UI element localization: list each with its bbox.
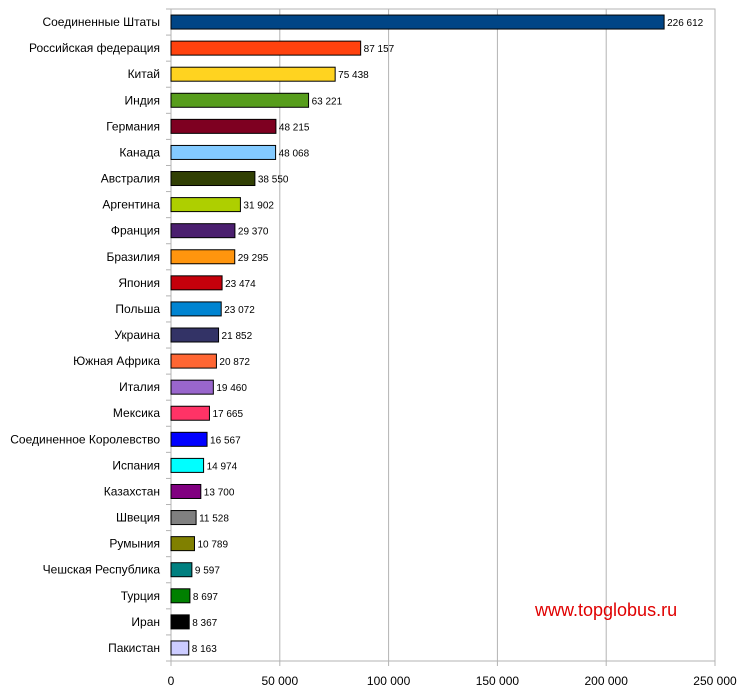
value-label: 8 367 <box>192 618 217 629</box>
value-label: 29 295 <box>238 253 269 264</box>
category-label: Польша <box>115 302 160 316</box>
x-tick-label: 200 000 <box>585 674 629 688</box>
bar <box>170 66 336 82</box>
bar <box>170 405 210 421</box>
category-label: Канада <box>119 145 160 159</box>
value-label: 9 597 <box>195 566 220 577</box>
value-label: 23 474 <box>225 279 256 290</box>
bar <box>170 614 190 630</box>
category-label: Казахстан <box>104 484 160 498</box>
x-tick-label: 100 000 <box>367 674 411 688</box>
x-tick-label: 50 000 <box>261 674 298 688</box>
value-label: 13 700 <box>204 487 235 498</box>
category-label: Швеция <box>116 511 160 525</box>
category-label: Чешская Республика <box>43 563 161 577</box>
category-label: Испания <box>112 458 160 472</box>
bar <box>170 223 236 239</box>
bar <box>170 249 236 265</box>
category-label: Турция <box>121 589 160 603</box>
bar <box>170 640 190 656</box>
value-label: 75 438 <box>338 70 369 81</box>
value-label: 226 612 <box>667 18 704 29</box>
bar <box>170 144 277 160</box>
x-tick-label: 0 <box>168 674 175 688</box>
category-label: Румыния <box>109 537 160 551</box>
value-label: 19 460 <box>216 383 247 394</box>
x-tick-label: 250 000 <box>693 674 737 688</box>
bar <box>170 118 277 134</box>
bar <box>170 275 223 291</box>
value-label: 10 789 <box>197 540 228 551</box>
bar <box>170 327 220 343</box>
value-label: 23 072 <box>224 305 255 316</box>
value-label: 8 697 <box>193 592 218 603</box>
category-label: Германия <box>106 119 160 133</box>
value-label: 29 370 <box>238 227 269 238</box>
bar <box>170 301 222 317</box>
value-label: 8 163 <box>192 644 217 655</box>
category-label: Южная Африка <box>73 354 160 368</box>
category-label: Мексика <box>113 406 160 420</box>
bar <box>170 431 208 447</box>
category-label: Соединенные Штаты <box>42 15 160 29</box>
bar <box>170 588 191 604</box>
bar <box>170 40 362 56</box>
bar <box>170 14 665 30</box>
value-label: 17 665 <box>212 409 243 420</box>
category-label: Иран <box>131 615 160 629</box>
category-label: Пакистан <box>108 641 160 655</box>
value-label: 48 068 <box>279 148 310 159</box>
bar <box>170 510 197 526</box>
category-label: Украина <box>114 328 160 342</box>
bar <box>170 171 256 187</box>
bar <box>170 353 217 369</box>
value-label: 16 567 <box>210 435 241 446</box>
watermark: www.topglobus.ru <box>535 600 678 620</box>
category-label: Япония <box>118 276 160 290</box>
x-tick-label: 150 000 <box>476 674 520 688</box>
category-label: Индия <box>125 93 160 107</box>
value-label: 20 872 <box>219 357 250 368</box>
category-label: Италия <box>119 380 160 394</box>
value-label: 38 550 <box>258 175 289 186</box>
category-label: Бразилия <box>107 250 161 264</box>
category-label: Китай <box>128 67 160 81</box>
value-label: 48 215 <box>279 122 310 133</box>
value-label: 21 852 <box>222 331 253 342</box>
bar <box>170 457 205 473</box>
category-label: Российская федерация <box>29 41 160 55</box>
bar <box>170 562 193 578</box>
value-label: 11 528 <box>199 514 229 525</box>
bar <box>170 483 202 499</box>
bar <box>170 92 310 108</box>
bar <box>170 197 241 213</box>
category-label: Соединенное Королевство <box>10 432 160 446</box>
value-label: 14 974 <box>207 461 238 472</box>
category-label: Аргентина <box>102 198 160 212</box>
category-label: Франция <box>111 224 160 238</box>
bar <box>170 536 195 552</box>
bar <box>170 379 214 395</box>
category-label: Австралия <box>101 172 160 186</box>
value-label: 87 157 <box>364 44 395 55</box>
value-label: 63 221 <box>312 96 343 107</box>
plot-area <box>170 8 716 662</box>
value-label: 31 902 <box>243 201 274 212</box>
